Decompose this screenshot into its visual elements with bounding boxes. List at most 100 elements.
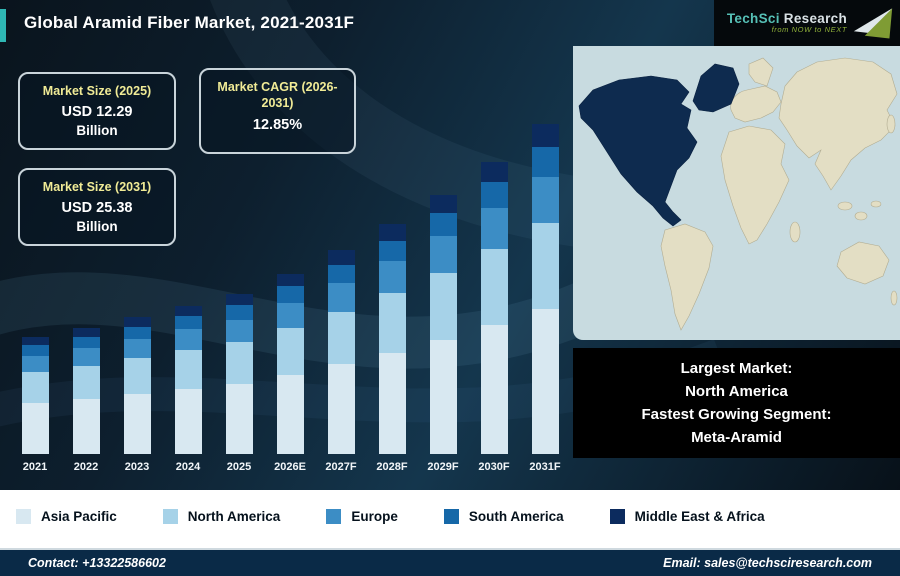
x-axis-label: 2028F (376, 461, 408, 473)
market-cagr-label: Market CAGR (2026-2031) (217, 80, 338, 111)
bar-segment-middle-east-africa (174, 305, 202, 317)
north-america-highlight (578, 63, 740, 227)
stacked-bar-2027F (327, 250, 355, 454)
bar-column-2022: 2022 (65, 327, 107, 474)
bar-segment-south-america (378, 240, 406, 262)
bar-segment-south-america (225, 305, 253, 320)
logo-tagline: from NOW to NEXT (771, 25, 847, 35)
bar-segment-asia-pacific (378, 353, 406, 454)
x-axis-label: 2031F (529, 461, 561, 473)
bar-segment-asia-pacific (72, 398, 100, 454)
bar-segment-south-america (174, 316, 202, 330)
bar-segment-north-america (327, 311, 355, 365)
bar-segment-north-america (429, 272, 457, 340)
legend-item-middle-east-africa: Middle East & Africa (609, 508, 765, 524)
legend-item-europe: Europe (326, 508, 398, 524)
market-size-2025-value: USD 12.29 (61, 104, 133, 121)
bar-segment-asia-pacific (21, 402, 49, 454)
bar-segment-north-america (21, 372, 49, 403)
largest-market-value: North America (685, 382, 788, 400)
market-size-2031-label: Market Size (2031) (42, 180, 152, 194)
stacked-bar-2029F (429, 194, 457, 454)
market-callout-box: Largest Market: North America Fastest Gr… (573, 348, 900, 458)
bar-segment-north-america (123, 358, 151, 394)
bar-segment-europe (378, 261, 406, 294)
bar-segment-europe (123, 339, 151, 359)
bar-segment-north-america (378, 293, 406, 353)
bar-segment-north-america (174, 350, 202, 389)
bar-column-2028F: 2028F (371, 224, 413, 474)
bar-segment-asia-pacific (276, 374, 304, 454)
footer-contact: Contact: +13322586602 (28, 556, 166, 570)
chart-legend: Asia Pacific North America Europe South Ame… (0, 490, 900, 542)
x-axis-label: 2021 (22, 461, 48, 473)
bar-column-2030F: 2030F (473, 161, 515, 474)
stacked-bar-2022 (72, 327, 100, 454)
x-axis-label: 2023 (124, 461, 150, 473)
x-axis-label: 2027F (325, 461, 357, 473)
bar-segment-south-america (21, 345, 49, 356)
bar-segment-south-america (123, 326, 151, 340)
fastest-segment-value: Meta-Aramid (691, 429, 782, 447)
fastest-segment-label: Fastest Growing Segment: (641, 406, 832, 423)
bar-segment-north-america (531, 223, 559, 309)
stacked-bar-2024 (174, 305, 202, 454)
bar-segment-asia-pacific (429, 340, 457, 454)
bar-segment-middle-east-africa (378, 224, 406, 241)
footer-bar: Contact: +13322586602 Email: sales@techs… (0, 548, 900, 576)
bar-column-2031F: 2031F (524, 124, 566, 474)
bar-segment-europe (72, 348, 100, 366)
x-axis-label: 2022 (73, 461, 99, 473)
bar-segment-middle-east-africa (123, 317, 151, 327)
stacked-bar-2026E (276, 273, 304, 454)
x-axis-label: 2029F (427, 461, 459, 473)
stacked-bar-2031F (531, 124, 559, 454)
bar-column-2025: 2025 (218, 294, 260, 474)
bar-segment-europe (429, 236, 457, 273)
bar-segment-north-america (276, 327, 304, 375)
footer-email: Email: sales@techsciresearch.com (663, 556, 872, 570)
legend-swatch-middle-east-africa (609, 508, 625, 524)
legend-swatch-north-america (162, 508, 178, 524)
bar-segment-middle-east-africa (225, 294, 253, 306)
bar-column-2027F: 2027F (320, 250, 362, 474)
bar-segment-middle-east-africa (21, 337, 49, 346)
legend-label: South America (468, 508, 564, 524)
bar-segment-europe (225, 319, 253, 343)
bar-column-2024: 2024 (167, 305, 209, 474)
bar-segment-north-america (225, 342, 253, 384)
market-size-2031-unit: Billion (76, 218, 118, 234)
stacked-bar-chart: 2021 2022 2023 2024 2025 2026E 2027F 2028F 2029F… (14, 100, 566, 474)
legend-item-asia-pacific: Asia Pacific (16, 508, 117, 524)
bar-segment-asia-pacific (327, 364, 355, 454)
bar-segment-asia-pacific (480, 325, 508, 454)
bar-segment-south-america (72, 336, 100, 349)
logo-arrow-icon (853, 8, 893, 39)
legend-label: North America (187, 508, 281, 524)
largest-market-label: Largest Market: (680, 359, 793, 377)
bar-segment-middle-east-africa (276, 273, 304, 287)
bar-segment-europe (327, 283, 355, 312)
bar-segment-north-america (72, 365, 100, 399)
logo-brand-primary: TechSci (726, 10, 780, 26)
bar-segment-middle-east-africa (327, 250, 355, 265)
legend-item-south-america: South America (443, 508, 564, 524)
logo-brand-secondary: Research (779, 10, 847, 26)
bar-segment-asia-pacific (123, 393, 151, 454)
world-map (573, 46, 900, 340)
market-size-2025-unit: Billion (76, 122, 118, 138)
bar-segment-middle-east-africa (72, 327, 100, 337)
legend-label: Middle East & Africa (634, 508, 765, 524)
page-title: Global Aramid Fiber Market, 2021-2031F (24, 13, 355, 32)
bar-segment-south-america (429, 213, 457, 237)
legend-swatch-south-america (443, 508, 459, 524)
bar-segment-europe (480, 208, 508, 250)
bar-segment-south-america (327, 264, 355, 284)
market-cagr-value: 12.85% (252, 116, 303, 133)
bar-segment-south-america (276, 286, 304, 303)
stacked-bar-2028F (378, 224, 406, 454)
bar-segment-south-america (531, 147, 559, 177)
x-axis-label: 2025 (226, 461, 252, 473)
legend-swatch-asia-pacific (16, 508, 31, 524)
